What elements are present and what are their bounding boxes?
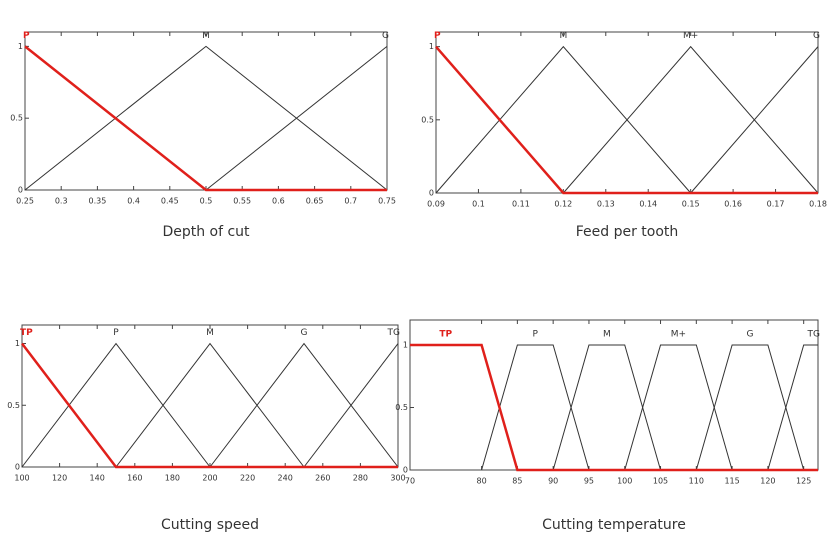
y-tick-label: 0.5 (421, 115, 434, 124)
x-tick-label: 260 (315, 474, 330, 483)
plot-area (24, 31, 388, 191)
membership-line (435, 45, 692, 194)
y-tick-label: 0 (429, 189, 434, 198)
membership-label: M (202, 31, 210, 41)
chart-caption: Cutting speed (161, 517, 259, 533)
x-tick-label: 280 (353, 474, 368, 483)
x-tick-label: 160 (127, 474, 142, 483)
membership-line (21, 342, 398, 469)
y-tick-label: 0.5 (395, 403, 408, 412)
y-tick-label: 0 (403, 466, 408, 475)
x-tick-label: 80 (476, 477, 486, 486)
x-tick-label: 100 (14, 474, 29, 483)
membership-line (767, 344, 818, 471)
x-tick-label: 0.3 (55, 197, 68, 206)
x-tick-label: 180 (165, 474, 180, 483)
membership-label: P (113, 328, 119, 338)
membership-label: TP (20, 328, 33, 338)
x-tick-label: 0.6 (272, 197, 285, 206)
x-tick-label: 220 (240, 474, 255, 483)
x-tick-label: 0.14 (639, 200, 657, 209)
x-tick-label: 0.16 (724, 200, 742, 209)
x-tick-label: 200 (202, 474, 217, 483)
membership-label: P (533, 330, 539, 340)
membership-label: TG (807, 330, 820, 340)
x-tick-label: 0.35 (88, 197, 106, 206)
membership-line (21, 342, 211, 468)
x-tick-label: 0.15 (682, 200, 700, 209)
membership-line (303, 343, 399, 468)
membership-label: TG (387, 328, 400, 338)
membership-label: M+ (671, 330, 686, 340)
y-tick-label: 0 (18, 186, 23, 195)
x-tick-label: 0.18 (809, 200, 827, 209)
x-tick-label: 0.55 (233, 197, 251, 206)
membership-label: G (747, 330, 754, 340)
membership-label: M+ (683, 31, 698, 41)
chart-caption: Depth of cut (162, 224, 250, 240)
x-tick-label: 0.4 (127, 197, 140, 206)
x-tick-label: 0.17 (767, 200, 785, 209)
y-tick-label: 0.5 (10, 114, 23, 123)
x-tick-label: 0.1 (472, 200, 485, 209)
x-tick-label: 140 (90, 474, 105, 483)
x-tick-label: 0.45 (161, 197, 179, 206)
x-tick-label: 0.5 (200, 197, 213, 206)
y-tick-label: 1 (403, 341, 408, 350)
membership-label: G (301, 328, 308, 338)
plot-area (21, 324, 399, 468)
membership-label: G (382, 31, 389, 41)
x-tick-label: 0.12 (554, 200, 572, 209)
membership-line (410, 343, 818, 472)
x-tick-label: 70 (405, 477, 415, 486)
x-tick-label: 125 (796, 477, 811, 486)
x-tick-label: 90 (548, 477, 558, 486)
x-tick-label: 300 (390, 474, 405, 483)
x-tick-label: 0.13 (597, 200, 615, 209)
membership-line (435, 45, 818, 195)
x-tick-label: 0.65 (306, 197, 324, 206)
x-tick-label: 95 (584, 477, 594, 486)
membership-label: M (559, 31, 567, 41)
y-tick-label: 1 (18, 42, 23, 51)
x-tick-label: 240 (278, 474, 293, 483)
x-tick-label: 105 (653, 477, 668, 486)
membership-line (24, 45, 387, 192)
x-tick-label: 0.7 (344, 197, 357, 206)
x-tick-label: 0.11 (512, 200, 530, 209)
membership-label: M (603, 330, 611, 340)
x-tick-label: 0.25 (16, 197, 34, 206)
membership-label: P (23, 31, 30, 41)
x-tick-label: 0.09 (427, 200, 445, 209)
x-tick-label: 115 (724, 477, 739, 486)
y-tick-label: 0 (15, 463, 20, 472)
y-tick-label: 1 (429, 42, 434, 51)
chart-caption: Feed per tooth (576, 224, 679, 240)
x-tick-label: 110 (689, 477, 704, 486)
membership-line (690, 46, 819, 194)
x-tick-label: 85 (512, 477, 522, 486)
membership-line (205, 45, 388, 191)
x-tick-label: 100 (617, 477, 632, 486)
x-tick-label: 120 (760, 477, 775, 486)
membership-label: M (206, 328, 214, 338)
plot-area (435, 31, 819, 194)
membership-label: G (813, 31, 820, 41)
y-tick-label: 1 (15, 339, 20, 348)
plot-area (409, 319, 819, 471)
membership-line (562, 45, 819, 194)
membership-line (209, 342, 399, 468)
chart-caption: Cutting temperature (542, 517, 686, 533)
membership-label: TP (439, 330, 452, 340)
x-tick-label: 120 (52, 474, 67, 483)
x-tick-label: 0.75 (378, 197, 396, 206)
membership-label: P (434, 31, 441, 41)
y-tick-label: 0.5 (7, 401, 20, 410)
membership-line (24, 45, 388, 191)
membership-line (115, 342, 305, 468)
